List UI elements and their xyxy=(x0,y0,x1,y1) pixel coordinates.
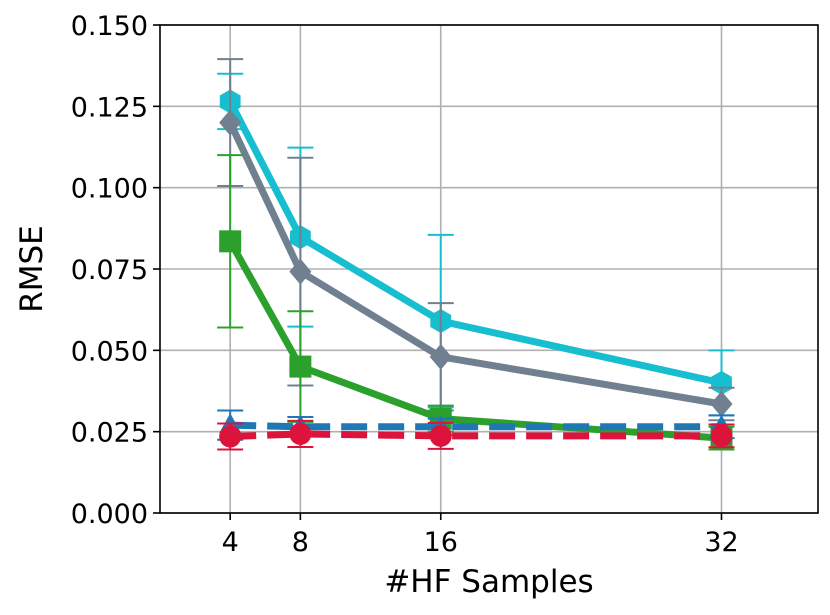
x-tick-label: 8 xyxy=(292,527,309,558)
data-point xyxy=(289,355,312,378)
series-5 xyxy=(217,419,735,451)
y-tick-label: 0.150 xyxy=(71,11,148,42)
x-tick-label: 16 xyxy=(424,527,458,558)
data-point xyxy=(219,230,242,253)
y-tick-label: 0.075 xyxy=(71,255,148,286)
series-line xyxy=(230,430,722,441)
data-point xyxy=(289,422,312,445)
data-point xyxy=(429,424,452,447)
y-tick-label: 0.025 xyxy=(71,418,148,449)
series-line xyxy=(227,99,723,387)
series-3 xyxy=(217,154,735,451)
data-point xyxy=(219,109,242,136)
series-line xyxy=(227,121,723,408)
axis-ticks: 4 8 16 32 0.000 0.025 0.050 0.075 0.100 0.125 0.15… xyxy=(71,11,739,558)
data-point xyxy=(289,258,312,285)
y-axis-label: RMSE xyxy=(14,225,50,313)
data-point xyxy=(710,391,733,418)
data-point xyxy=(219,425,242,448)
y-tick-label: 0.125 xyxy=(71,92,148,123)
series-line xyxy=(230,421,722,431)
y-tick-label: 0.050 xyxy=(71,336,148,367)
data-point xyxy=(711,370,732,395)
data-point xyxy=(429,343,452,370)
y-tick-label: 0.100 xyxy=(71,174,148,205)
y-tick-label: 0.000 xyxy=(71,499,148,530)
x-tick-label: 32 xyxy=(704,527,738,558)
data-point xyxy=(710,424,733,447)
x-tick-label: 4 xyxy=(222,527,239,558)
series-layer xyxy=(217,58,735,451)
x-axis-label: #HF Samples xyxy=(384,564,593,600)
